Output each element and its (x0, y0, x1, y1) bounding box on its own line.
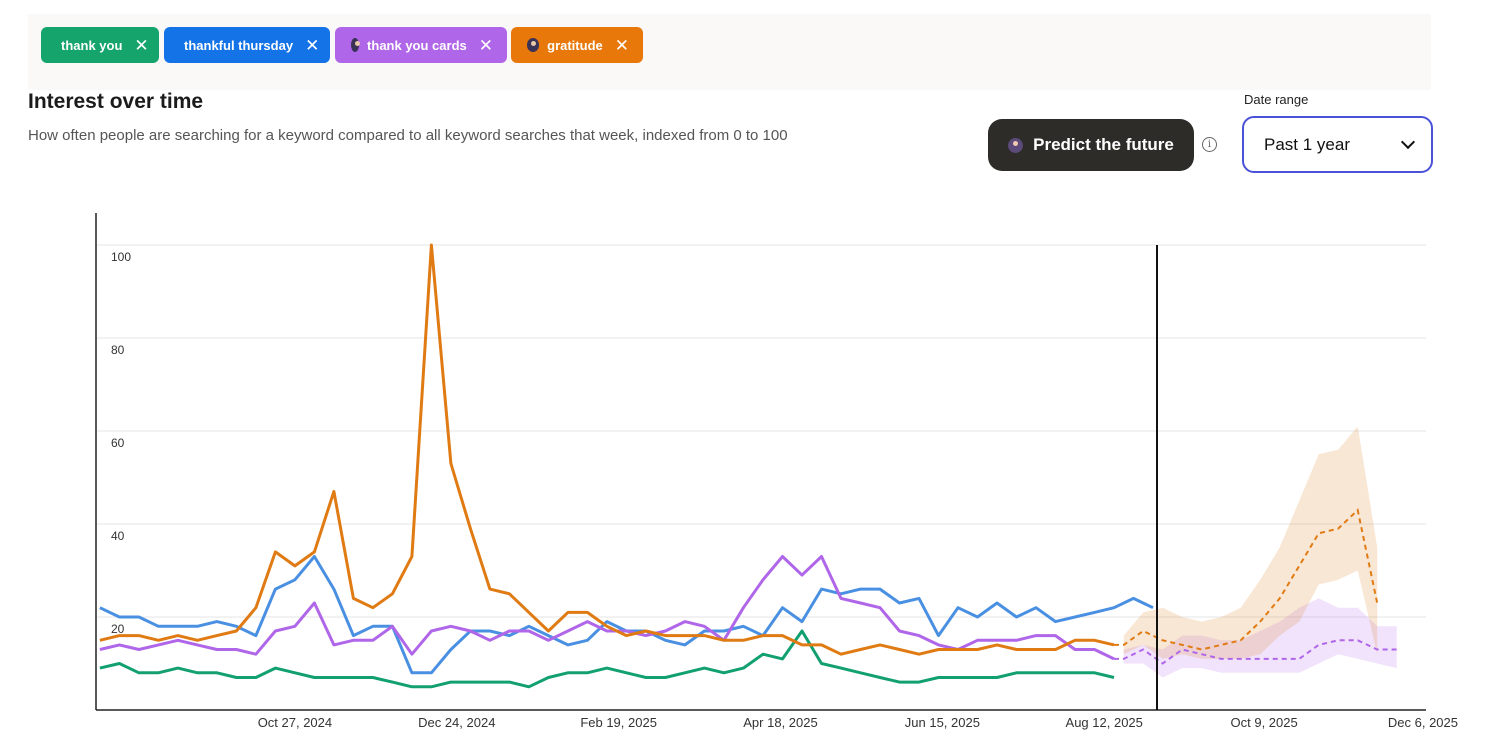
chip-thank-you[interactable]: thank you ✕ (41, 27, 159, 63)
predict-future-button[interactable]: Predict the future (988, 119, 1194, 171)
x-tick-label: Oct 27, 2024 (258, 715, 332, 730)
x-tick-label: Aug 12, 2025 (1066, 715, 1143, 730)
y-tick-label: 20 (111, 622, 125, 636)
series-line-3 (99, 243, 1115, 656)
forecast-line-2 (1114, 639, 1397, 665)
chip-thankful-thursday[interactable]: thankful thursday ✕ (164, 27, 330, 63)
x-tick-label: Feb 19, 2025 (580, 715, 657, 730)
predict-button-label: Predict the future (1033, 135, 1174, 154)
section-subtitle: How often people are searching for a key… (28, 127, 788, 144)
crystal-ball-icon (527, 38, 540, 52)
date-range-label: Date range (1244, 92, 1309, 107)
section-title: Interest over time (28, 90, 204, 113)
crystal-ball-icon (1008, 137, 1024, 153)
crystal-ball-icon (351, 38, 361, 52)
chip-thank-you-cards[interactable]: thank you cards ✕ (335, 27, 507, 63)
date-range-select[interactable]: Past 1 year (1242, 116, 1433, 173)
chip-label: thank you cards (367, 37, 467, 53)
series-lines (99, 243, 1397, 689)
x-tick-label: Apr 18, 2025 (743, 715, 817, 730)
chip-label: thankful thursday (184, 37, 294, 53)
close-icon[interactable]: ✕ (305, 35, 320, 55)
x-tick-label: Dec 6, 2025 (1388, 715, 1458, 730)
forecast-band-3 (1123, 426, 1378, 659)
y-tick-label: 40 (111, 529, 125, 543)
gridlines (96, 244, 1426, 618)
close-icon[interactable]: ✕ (614, 35, 629, 55)
y-tick-label: 100 (111, 250, 131, 264)
axes (95, 213, 1426, 711)
series-line-1 (99, 555, 1154, 675)
y-tick-label: 60 (111, 436, 125, 450)
chip-label: gratitude (547, 37, 603, 53)
close-icon[interactable]: ✕ (134, 35, 149, 55)
keyword-chips-bar: thank you ✕ thankful thursday ✕ thank yo… (28, 14, 1431, 90)
y-tick-label: 80 (111, 343, 125, 357)
x-tick-label: Jun 15, 2025 (905, 715, 980, 730)
chip-label: thank you (61, 37, 123, 53)
x-tick-label: Dec 24, 2024 (418, 715, 495, 730)
series-line-2 (99, 555, 1115, 661)
x-tick-label: Oct 9, 2025 (1231, 715, 1298, 730)
tick-labels: 20 40 60 80 100 Oct 27, 2024 Dec 24, 2024 Feb 1… (111, 250, 1458, 730)
info-icon[interactable]: i (1202, 137, 1217, 152)
chip-gratitude[interactable]: gratitude ✕ (511, 27, 643, 63)
close-icon[interactable]: ✕ (478, 35, 493, 55)
forecast-band-2 (1123, 598, 1397, 678)
date-range-value: Past 1 year (1264, 134, 1350, 154)
series-line-0 (99, 629, 1115, 689)
forecast-line-3 (1114, 508, 1379, 651)
forecast-bands (1123, 426, 1397, 678)
